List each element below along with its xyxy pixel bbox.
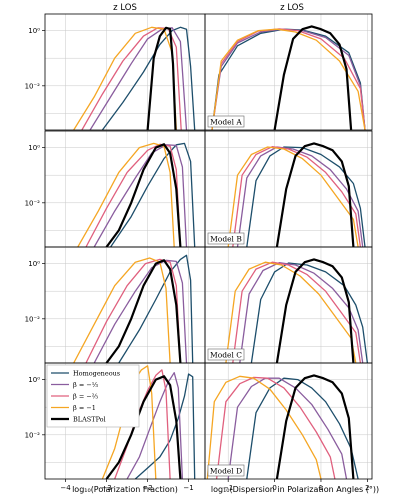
panel-c-left: 10⁰ 10⁻² <box>25 246 206 364</box>
series-line-beta-m1-3 <box>93 259 188 363</box>
y-tick-label: 10⁻² <box>25 199 41 207</box>
panel-frame <box>204 13 373 131</box>
x-axis-label-left: log₁₀(Polarization Fraction) <box>72 485 178 494</box>
column-title-right: z LOS <box>280 3 304 13</box>
legend-label: BLASTPol <box>73 416 106 424</box>
series-line-beta-m1-3 <box>236 146 364 247</box>
series-line-beta-m1-3 <box>93 144 188 247</box>
x-tick-label: 0 <box>272 484 276 492</box>
panel-d-right: −1 0 1 2 Model D <box>204 362 373 492</box>
series-line-blastpol <box>275 142 355 247</box>
model-label-box <box>207 232 245 245</box>
series-line-beta-m2-3 <box>85 143 182 247</box>
panel-frame <box>44 130 206 248</box>
x-tick-label: −2 <box>142 484 152 492</box>
panel-b-left: 10⁰ 10⁻² <box>25 130 206 248</box>
x-tick-label: 2 <box>365 484 369 492</box>
series-line-beta-m1 <box>225 261 357 363</box>
x-tick-label: −1 <box>183 484 193 492</box>
x-tick-label: −3 <box>101 484 111 492</box>
series-line-homogeneous <box>118 254 194 363</box>
series-line-homogeneous <box>134 373 196 479</box>
legend-label: β = −1 <box>73 404 96 412</box>
series-line-beta-m1 <box>211 28 366 130</box>
series-line-beta-m1-3 <box>227 377 348 479</box>
series-line-homogeneous <box>246 146 366 247</box>
legend: Homogeneous β = −⅓ β = −⅔ β = −1 BLASTPol <box>46 364 140 428</box>
series-line-homogeneous <box>101 26 196 130</box>
panel-a-left: 10⁰ 10⁻² <box>25 13 206 131</box>
model-label-box <box>207 464 245 477</box>
panel-frame <box>44 246 206 364</box>
x-tick-label: −4 <box>60 484 71 492</box>
y-tick-label: 10⁰ <box>28 27 40 35</box>
model-label-box <box>207 115 245 128</box>
series-line-blastpol <box>105 143 182 247</box>
y-tick-label: 10⁻² <box>25 315 41 323</box>
series-line-beta-m1-3 <box>89 27 188 130</box>
panel-frame <box>204 362 373 480</box>
model-label-box <box>207 348 245 361</box>
model-label: Model C <box>210 350 242 359</box>
y-tick-label: 10⁰ <box>28 260 40 268</box>
x-tick-label: −1 <box>223 484 233 492</box>
legend-label: β = −⅔ <box>73 393 98 401</box>
series-line-beta-m1 <box>227 146 359 247</box>
panel-grid: 10⁰ 10⁻² Model A 10⁰ 10⁻² Model B 10⁰ 10⁻² Model… <box>25 13 373 492</box>
series-line-beta-m2-3 <box>85 258 182 363</box>
series-line-beta-m1 <box>77 142 175 247</box>
series-line-blastpol <box>146 26 177 130</box>
series-line-blastpol <box>275 258 355 363</box>
series-line-beta-m1-3 <box>239 262 364 363</box>
series-line-blastpol <box>105 259 182 363</box>
legend-label: β = −⅓ <box>73 381 98 389</box>
y-tick-label: 10⁻² <box>25 82 41 90</box>
y-tick-label: 10⁻² <box>25 431 41 439</box>
series-line-homogeneous <box>110 142 196 247</box>
legend-label: Homogeneous <box>73 370 120 378</box>
series-line-beta-m2-3 <box>211 28 366 130</box>
x-tick-label: 1 <box>319 484 323 492</box>
series-line-homogeneous <box>246 377 359 479</box>
series-line-beta-m1 <box>206 375 322 479</box>
series-line-blastpol <box>273 25 353 130</box>
series-line-blastpol <box>275 374 355 479</box>
model-label: Model D <box>210 466 242 475</box>
panel-a-right: Model A <box>204 13 373 131</box>
series-line-beta-m2-3 <box>81 27 182 130</box>
panel-frame <box>44 13 206 131</box>
y-tick-label: 10⁰ <box>28 144 40 152</box>
series-line-beta-m1 <box>73 257 171 363</box>
column-title-left: z LOS <box>113 3 137 13</box>
model-label: Model A <box>210 117 242 126</box>
series-line-homogeneous <box>250 262 369 363</box>
series-line-beta-m1-3 <box>126 372 184 479</box>
y-tick-label: 10⁰ <box>28 376 40 384</box>
model-label: Model B <box>210 234 242 243</box>
panel-b-right: Model B <box>204 130 373 248</box>
series-line-blastpol <box>105 375 182 479</box>
x-axis-label-right: log₁₀(Dispersion in Polarization Angles … <box>211 485 379 494</box>
panel-c-right: Model C <box>204 246 373 364</box>
series-line-beta-m2-3 <box>215 376 336 479</box>
